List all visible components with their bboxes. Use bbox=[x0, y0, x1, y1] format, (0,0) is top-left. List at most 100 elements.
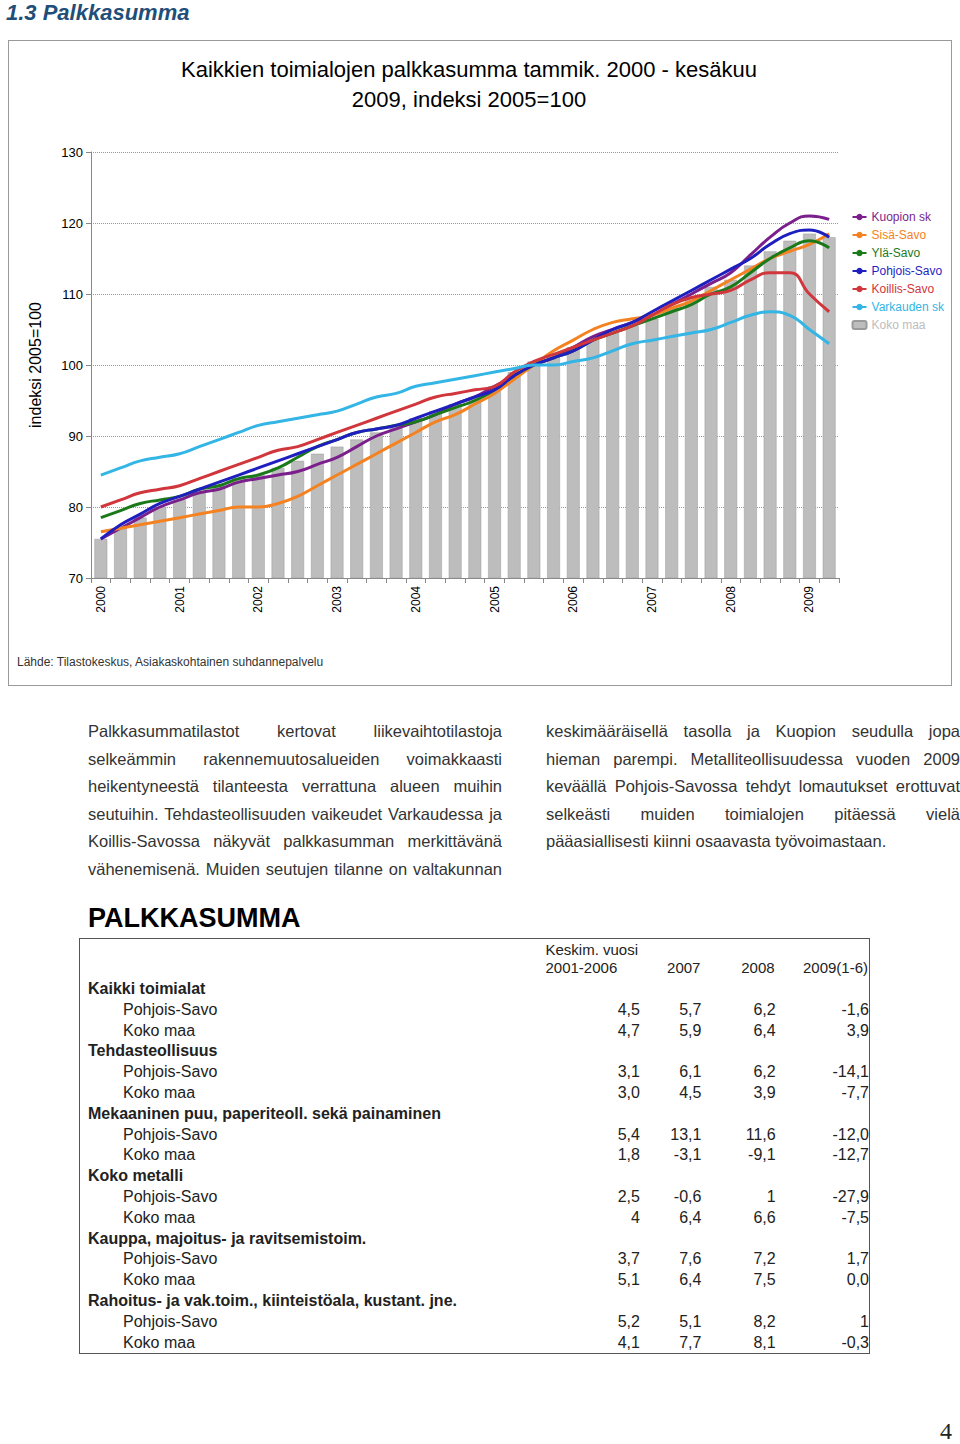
html-text:4,7: 4,7 bbox=[617, 1021, 640, 1039]
svg-text:90: 90 bbox=[69, 429, 83, 444]
html-text:8,2: 8,2 bbox=[753, 1312, 776, 1330]
html-text:PALKKASUMMA: PALKKASUMMA bbox=[88, 903, 301, 933]
html-text:-12,7: -12,7 bbox=[832, 1146, 869, 1164]
html-text:Pohjois-Savo: Pohjois-Savo bbox=[123, 1063, 218, 1081]
svg-text:110: 110 bbox=[62, 287, 83, 302]
html-text:3,7: 3,7 bbox=[617, 1250, 640, 1268]
svg-text:Kuopion sk: Kuopion sk bbox=[872, 210, 932, 224]
html-text:5,1: 5,1 bbox=[679, 1312, 702, 1330]
html-text:6,4: 6,4 bbox=[753, 1021, 776, 1039]
html-text:6,6: 6,6 bbox=[753, 1208, 776, 1226]
html-text:1: 1 bbox=[766, 1188, 776, 1205]
svg-text:2006: 2006 bbox=[566, 586, 580, 613]
html-text:Lähde: Tilastokeskus, Asiakask: Lähde: Tilastokeskus, Asiakaskohtainen s… bbox=[17, 655, 324, 669]
svg-text:100: 100 bbox=[61, 358, 83, 373]
svg-text:80: 80 bbox=[69, 500, 83, 515]
svg-text:indeksi 2005=100: indeksi 2005=100 bbox=[27, 302, 44, 428]
svg-text:2005: 2005 bbox=[488, 586, 502, 613]
svg-text:2003: 2003 bbox=[330, 586, 344, 613]
html-text:Tehdasteollisuus: Tehdasteollisuus bbox=[88, 1042, 218, 1060]
html-text:-12,0: -12,0 bbox=[832, 1125, 869, 1143]
svg-text:120: 120 bbox=[61, 216, 83, 231]
html-text:13,1: 13,1 bbox=[670, 1125, 702, 1143]
svg-text:Pohjois-Savo: Pohjois-Savo bbox=[872, 264, 943, 278]
html-text:1,8: 1,8 bbox=[617, 1146, 640, 1164]
html-text:6,4: 6,4 bbox=[679, 1208, 702, 1226]
html-text:4,5: 4,5 bbox=[617, 1000, 640, 1018]
html-text:Pohjois-Savo: Pohjois-Savo bbox=[123, 1188, 218, 1205]
svg-text:2000: 2000 bbox=[94, 586, 108, 613]
html-text:-27,9: -27,9 bbox=[832, 1188, 869, 1205]
html-text:-14,1: -14,1 bbox=[832, 1063, 869, 1081]
html-text:Pohjois-Savo: Pohjois-Savo bbox=[123, 1312, 218, 1330]
html-text:Koko maa: Koko maa bbox=[123, 1208, 195, 1226]
svg-text:Sisä-Savo: Sisä-Savo bbox=[872, 228, 927, 242]
html-text:2007: 2007 bbox=[667, 959, 701, 976]
svg-text:Koko maa: Koko maa bbox=[872, 318, 926, 332]
html-text:5,9: 5,9 bbox=[679, 1021, 702, 1039]
html-text:-0,6: -0,6 bbox=[673, 1188, 702, 1205]
html-text:5,1: 5,1 bbox=[617, 1271, 640, 1289]
html-text:5,2: 5,2 bbox=[617, 1312, 640, 1330]
html-text:0,0: 0,0 bbox=[846, 1271, 869, 1289]
html-text:4: 4 bbox=[631, 1208, 640, 1226]
html-text:4,1: 4,1 bbox=[617, 1333, 640, 1351]
svg-text:2001: 2001 bbox=[173, 586, 187, 613]
html-text:3,0: 3,0 bbox=[617, 1084, 640, 1101]
svg-text:Varkauden sk: Varkauden sk bbox=[872, 300, 945, 314]
html-text:Koko maa: Koko maa bbox=[123, 1084, 195, 1101]
html-text:11,6: 11,6 bbox=[745, 1125, 776, 1143]
html-text:2009(1-6): 2009(1-6) bbox=[803, 959, 868, 976]
html-text:Mekaaninen puu, paperiteoll. s: Mekaaninen puu, paperiteoll. sekä painam… bbox=[88, 1104, 441, 1122]
svg-text:2008: 2008 bbox=[724, 586, 738, 613]
html-text:Pohjois-Savo: Pohjois-Savo bbox=[123, 1125, 218, 1143]
html-text:Kaikki toimialat: Kaikki toimialat bbox=[88, 980, 206, 997]
html-text:8,1: 8,1 bbox=[753, 1333, 776, 1351]
svg-text:70: 70 bbox=[69, 571, 83, 586]
svg-text:Ylä-Savo: Ylä-Savo bbox=[872, 246, 921, 260]
svg-text:2002: 2002 bbox=[251, 586, 265, 613]
svg-text:2004: 2004 bbox=[409, 586, 423, 613]
html-text:-9,1: -9,1 bbox=[748, 1146, 776, 1164]
html-text:Koko maa: Koko maa bbox=[123, 1021, 195, 1039]
html-text:Koko maa: Koko maa bbox=[123, 1333, 195, 1351]
html-text:Pohjois-Savo: Pohjois-Savo bbox=[123, 1000, 218, 1018]
html-text:Rahoitus- ja vak.toim., kiinte: Rahoitus- ja vak.toim., kiinteistöala, k… bbox=[88, 1292, 457, 1309]
svg-text:130: 130 bbox=[61, 145, 83, 160]
html-text:6,2: 6,2 bbox=[753, 1000, 776, 1018]
html-text:3,9: 3,9 bbox=[753, 1084, 776, 1101]
html-text:4,5: 4,5 bbox=[679, 1084, 702, 1101]
html-text:2008: 2008 bbox=[741, 959, 775, 976]
svg-text:2007: 2007 bbox=[645, 586, 659, 613]
html-text:-0,3: -0,3 bbox=[841, 1333, 869, 1351]
html-text:Pohjois-Savo: Pohjois-Savo bbox=[123, 1250, 218, 1268]
html-text:-7,7: -7,7 bbox=[841, 1084, 869, 1101]
svg-text:Koillis-Savo: Koillis-Savo bbox=[872, 282, 935, 296]
html-text:Koko metalli: Koko metalli bbox=[88, 1167, 184, 1185]
html-text:1.3 Palkkasumma: 1.3 Palkkasumma bbox=[6, 0, 190, 25]
html-text:6,2: 6,2 bbox=[753, 1063, 776, 1081]
html-text:6,4: 6,4 bbox=[679, 1271, 702, 1289]
html-text:2,5: 2,5 bbox=[617, 1188, 640, 1205]
html-text:-1,6: -1,6 bbox=[841, 1000, 869, 1018]
html-text:6,1: 6,1 bbox=[679, 1063, 702, 1081]
html-text:Palkkasummatilastot kertovat l: Palkkasummatilastot kertovat liikevaihto… bbox=[88, 722, 960, 878]
html-text:3,9: 3,9 bbox=[846, 1021, 869, 1039]
html-text:5,7: 5,7 bbox=[679, 1000, 702, 1018]
html-text:-7,5: -7,5 bbox=[841, 1208, 869, 1226]
html-text:5,4: 5,4 bbox=[617, 1125, 640, 1143]
svg-text:2009: 2009 bbox=[802, 586, 816, 613]
html-text:7,2: 7,2 bbox=[753, 1250, 776, 1268]
html-text:7,6: 7,6 bbox=[679, 1250, 702, 1268]
html-text:Keskim. vuosi 2001-2006: Keskim. vuosi 2001-2006 bbox=[545, 941, 638, 976]
html-text:Koko maa: Koko maa bbox=[123, 1146, 195, 1164]
html-text:4: 4 bbox=[940, 1418, 952, 1444]
html-text:-3,1: -3,1 bbox=[673, 1146, 702, 1164]
html-text:Kauppa, majoitus- ja ravitsemi: Kauppa, majoitus- ja ravitsemistoim. bbox=[88, 1229, 367, 1247]
html-text:Koko maa: Koko maa bbox=[123, 1271, 195, 1289]
html-text:Kaikkien toimialojen palkkasum: Kaikkien toimialojen palkkasumma tammik.… bbox=[181, 57, 757, 112]
html-text:3,1: 3,1 bbox=[617, 1063, 640, 1081]
html-text:7,5: 7,5 bbox=[753, 1271, 776, 1289]
html-text:7,7: 7,7 bbox=[679, 1333, 702, 1351]
html-text:1,7: 1,7 bbox=[846, 1250, 869, 1268]
